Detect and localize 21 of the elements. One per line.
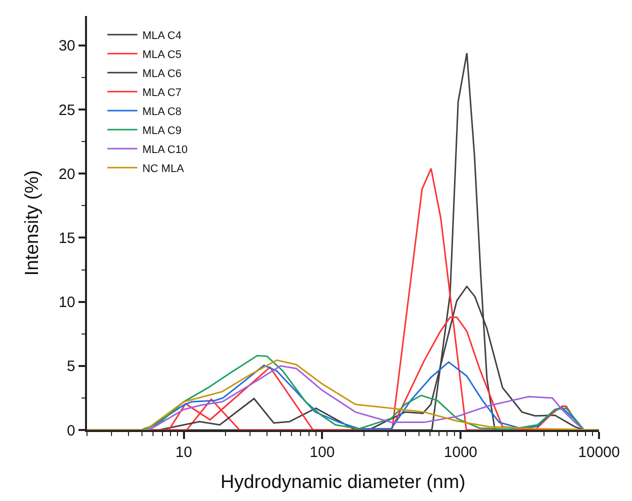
y-tick-label: 5 [66, 358, 76, 376]
x-tick-label: 10 [175, 444, 192, 461]
legend-label: MLA C4 [142, 30, 182, 42]
y-axis-title: Intensity (%) [22, 170, 43, 276]
legend-label: NC MLA [142, 162, 185, 175]
legend-label: MLA C5 [142, 48, 182, 61]
y-tick-label: 25 [58, 102, 76, 119]
y-tick-label: 10 [58, 294, 76, 312]
legend-label: MLA C8 [142, 106, 182, 118]
y-tick-label: 0 [66, 422, 76, 440]
y-tick-label: 30 [58, 38, 76, 55]
x-tick-label: 1000 [444, 444, 478, 461]
legend-label: MLA C7 [142, 86, 182, 99]
x-axis-title: Hydrodynamic diameter (nm) [220, 472, 466, 494]
y-tick-label: 15 [58, 230, 76, 247]
legend-label: MLA C9 [142, 124, 182, 137]
legend-label: MLA C6 [142, 68, 182, 80]
x-tick-label: 100 [310, 444, 335, 461]
y-tick-label: 20 [58, 166, 76, 183]
x-tick-label: 10000 [578, 444, 620, 461]
legend-label: MLA C10 [142, 144, 188, 156]
